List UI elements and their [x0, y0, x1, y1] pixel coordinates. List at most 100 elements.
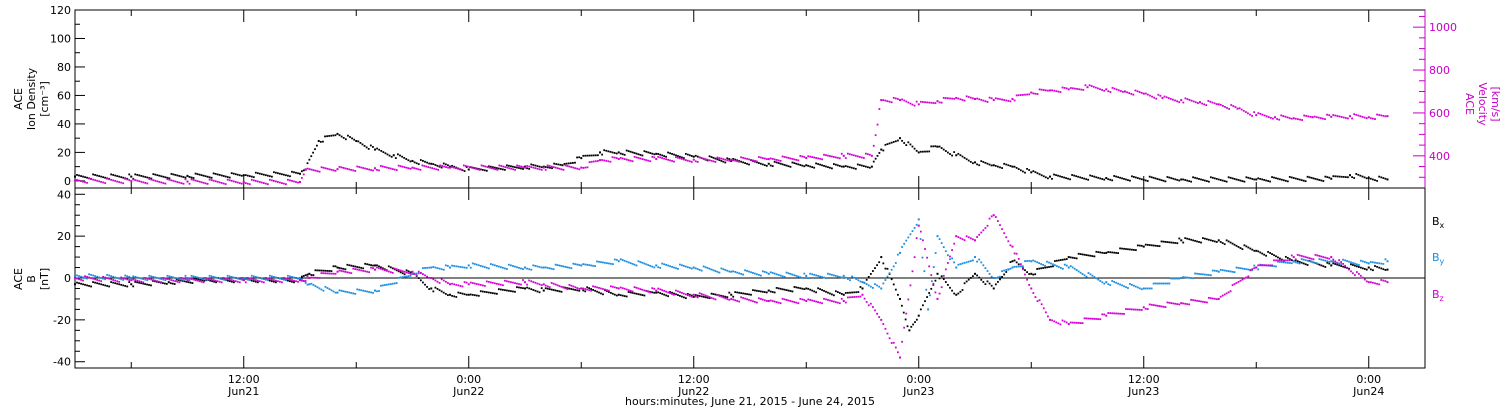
- top-point: [963, 156, 966, 159]
- bottom-point: [185, 280, 188, 283]
- bottom-point: [1019, 265, 1022, 268]
- top-point: [1131, 175, 1133, 178]
- bottom-point: [218, 280, 221, 283]
- bottom-point: [1061, 267, 1064, 270]
- bottom-point: [949, 255, 951, 258]
- top-point: [1161, 96, 1164, 99]
- top-point: [1372, 178, 1374, 181]
- top-point: [1199, 101, 1201, 104]
- top-point: [1170, 177, 1173, 180]
- bottom-point: [1071, 321, 1074, 324]
- top-point: [1153, 96, 1156, 99]
- top-point: [490, 167, 493, 170]
- bottom-point: [1180, 302, 1183, 305]
- top-point: [456, 167, 459, 170]
- bottom-point: [596, 286, 598, 289]
- top-point: [1284, 115, 1287, 118]
- bottom-point: [552, 282, 555, 285]
- bottom-point: [1374, 261, 1376, 264]
- bottom-point: [978, 258, 981, 261]
- top-point: [1294, 117, 1297, 120]
- bottom-point: [984, 283, 987, 286]
- bottom-point: [304, 281, 307, 284]
- bottom-point: [1095, 250, 1098, 253]
- bottom-point: [1213, 269, 1216, 272]
- bottom-point: [932, 266, 935, 268]
- top-point: [1075, 175, 1078, 178]
- bottom-point: [1367, 266, 1370, 269]
- bottom-point: [1204, 237, 1206, 240]
- top-point: [972, 162, 974, 165]
- bottom-point: [746, 270, 748, 272]
- right-ylabel-line1: ACE: [1463, 93, 1476, 115]
- bottom-point: [1024, 269, 1026, 272]
- bottom-point: [74, 277, 76, 279]
- bottom-point: [649, 264, 652, 267]
- top-point: [1309, 115, 1312, 118]
- top-point: [1164, 180, 1167, 183]
- bottom-point: [295, 277, 297, 279]
- bottom-point: [1207, 296, 1210, 299]
- bottom-point: [708, 267, 711, 270]
- bottom-point: [362, 269, 365, 272]
- top-point: [520, 167, 522, 170]
- bottom-point: [360, 289, 363, 292]
- bottom-point: [682, 292, 685, 295]
- bottom-point: [1099, 251, 1102, 254]
- bottom-point: [178, 278, 181, 280]
- legend-bz-sub: z: [1440, 294, 1444, 303]
- bottom-point: [659, 288, 662, 291]
- bottom-point: [811, 289, 814, 292]
- bottom-point: [1162, 240, 1165, 243]
- bottom-point: [679, 263, 681, 266]
- top-point: [520, 165, 522, 168]
- top-point: [1044, 176, 1047, 179]
- bottom-point: [750, 299, 752, 302]
- bottom-point: [688, 293, 691, 296]
- top-point: [142, 181, 145, 184]
- bottom-point: [434, 266, 437, 269]
- top-point: [761, 163, 764, 166]
- bottom-point: [510, 264, 512, 267]
- bottom-point: [625, 295, 628, 298]
- bottom-point: [986, 280, 989, 283]
- top-point: [427, 166, 430, 168]
- bottom-point: [1350, 261, 1352, 264]
- top-point: [1003, 162, 1006, 165]
- bottom-point: [1382, 263, 1385, 265]
- top-point: [647, 159, 650, 162]
- bottom-point: [734, 271, 737, 273]
- bottom-point: [208, 278, 211, 280]
- bottom-point: [611, 263, 614, 266]
- top-point: [380, 165, 382, 167]
- bottom-point: [930, 287, 933, 290]
- top-point: [190, 178, 193, 181]
- top-point: [80, 175, 82, 177]
- bottom-point: [976, 260, 978, 263]
- top-point: [1378, 114, 1381, 116]
- bottom-point: [1286, 261, 1289, 264]
- bottom-point: [914, 321, 916, 323]
- bottom-point: [409, 272, 412, 275]
- bottom-point: [615, 294, 618, 297]
- bottom-point: [627, 261, 630, 264]
- bottom-point: [1042, 307, 1045, 310]
- bottom-point: [440, 278, 443, 281]
- bottom-point: [752, 272, 754, 274]
- bottom-point: [453, 283, 456, 286]
- bottom-point: [657, 266, 660, 269]
- top-point: [590, 160, 593, 163]
- bottom-point: [700, 269, 703, 272]
- top-point: [1140, 178, 1143, 181]
- bottom-point: [953, 292, 956, 295]
- top-point: [1244, 111, 1247, 113]
- bottom-point: [621, 259, 624, 261]
- bottom-point: [876, 284, 878, 287]
- top-point: [453, 166, 455, 169]
- bottom-point: [899, 297, 901, 300]
- bottom-point: [256, 276, 259, 279]
- bottom-point: [124, 274, 127, 277]
- bottom-point: [1296, 253, 1299, 256]
- top-point: [437, 168, 440, 171]
- bottom-point: [584, 263, 587, 266]
